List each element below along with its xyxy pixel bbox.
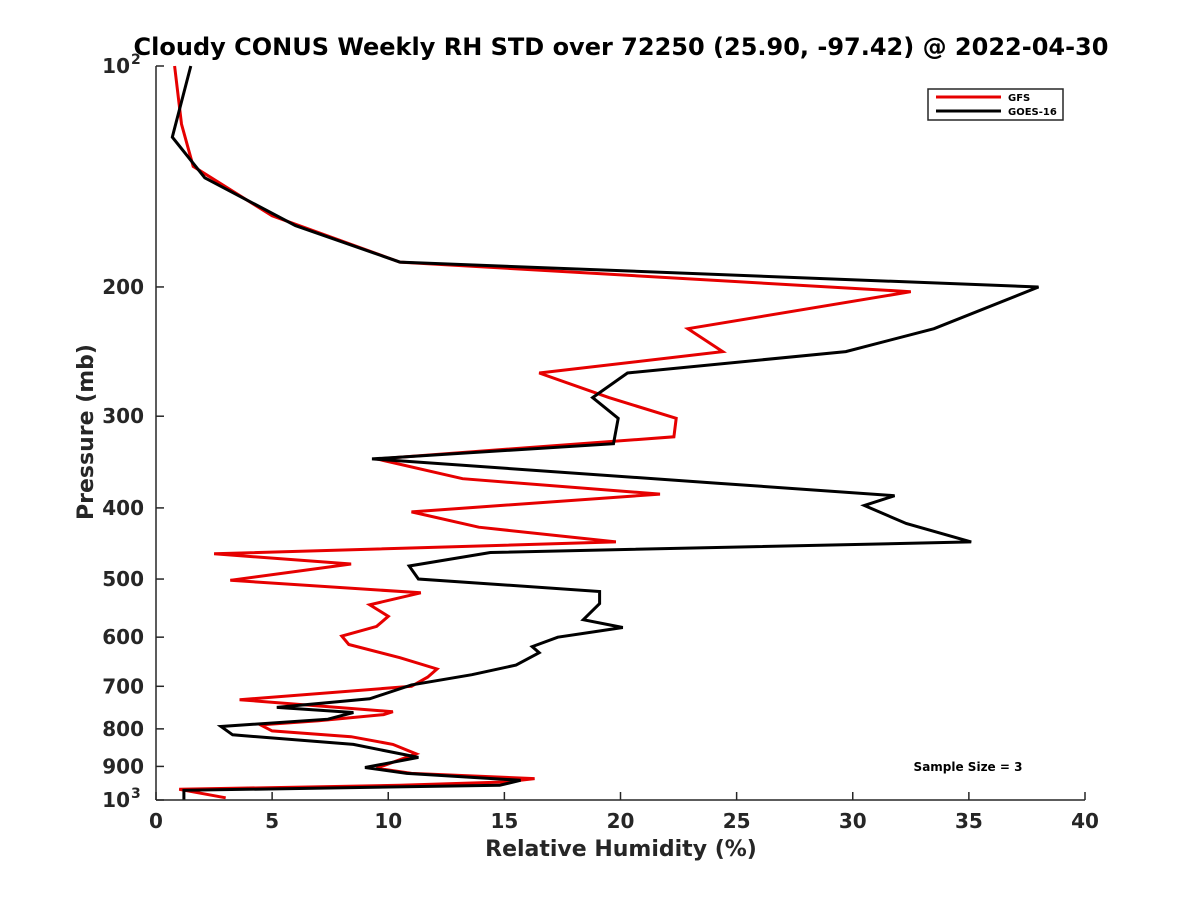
- series-line-gfs: [173, 65, 912, 800]
- x-axis-label: Relative Humidity (%): [485, 837, 757, 862]
- x-tick-label: 20: [607, 809, 635, 833]
- y-tick-label-base: 10: [102, 788, 130, 812]
- x-tick-label: 10: [374, 809, 402, 833]
- sample-size-annotation: Sample Size = 3: [914, 760, 1023, 774]
- legend-label-goes-16: GOES-16: [1008, 107, 1057, 118]
- x-tick-label: 0: [149, 809, 163, 833]
- x-tick-label: 5: [265, 809, 279, 833]
- legend-label-gfs: GFS: [1008, 93, 1030, 104]
- legend: GFS GOES-16: [927, 88, 1064, 121]
- plot-area: [170, 65, 1040, 800]
- x-tick-label: 40: [1071, 809, 1099, 833]
- y-tick-label: 900: [102, 754, 144, 778]
- legend-box: [927, 88, 1064, 121]
- chart-title: Cloudy CONUS Weekly RH STD over 72250 (2…: [134, 33, 1109, 61]
- x-tick-label: 35: [955, 809, 983, 833]
- y-tick-label-power: 10 2: [102, 52, 141, 78]
- y-tick-label: 700: [102, 674, 144, 698]
- y-tick-label-power: 10 3: [102, 786, 141, 812]
- x-tick-label: 25: [723, 809, 751, 833]
- y-tick-label: 400: [102, 496, 144, 520]
- x-tick-label: 30: [839, 809, 867, 833]
- y-tick-label-exponent: 2: [131, 52, 141, 68]
- x-tick-label: 15: [490, 809, 518, 833]
- y-tick-label-exponent: 3: [131, 786, 141, 802]
- y-axis-label: Pressure (mb): [74, 344, 99, 520]
- y-tick-label: 800: [102, 717, 144, 741]
- y-tick-label: 600: [102, 625, 144, 649]
- y-tick-label: 200: [102, 275, 144, 299]
- y-tick-label: 500: [102, 567, 144, 591]
- y-tick-label-base: 10: [102, 54, 130, 78]
- series-line-goes-16: [170, 65, 1040, 800]
- y-tick-label: 300: [102, 404, 144, 428]
